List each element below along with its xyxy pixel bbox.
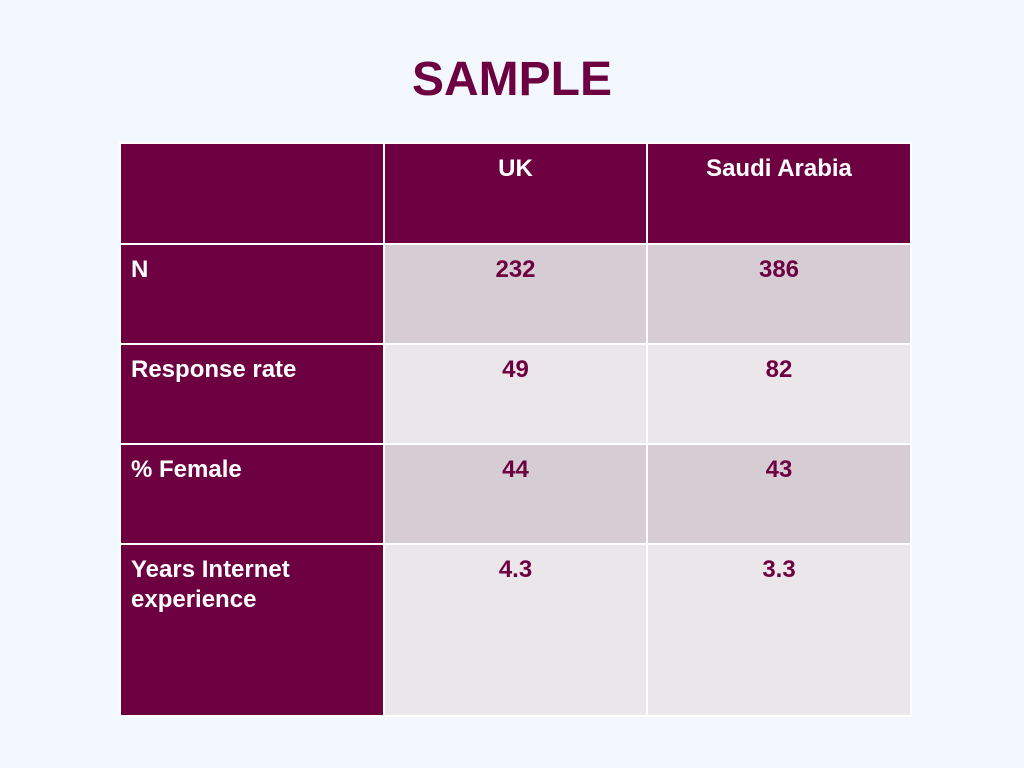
cell-uk: 4.3 [383,543,648,717]
table-row: N 232 386 [119,243,912,345]
table-row: Response rate 49 82 [119,343,912,445]
table-row: % Female 44 43 [119,443,912,545]
page-title: SAMPLE [411,53,612,106]
table-header-row: UK Saudi Arabia [119,142,912,245]
cell-uk: 49 [383,343,648,445]
sample-table: UK Saudi Arabia N 232 386 Response rate … [119,142,912,717]
cell-uk: 232 [383,243,648,345]
cell-saudi-arabia: 386 [646,243,912,345]
header-corner-cell [119,142,385,245]
row-label: N [119,243,385,345]
cell-saudi-arabia: 43 [646,443,912,545]
header-saudi-arabia: Saudi Arabia [646,142,912,245]
cell-saudi-arabia: 3.3 [646,543,912,717]
table-row: Years Internet experience 4.3 3.3 [119,543,912,717]
header-uk: UK [383,142,648,245]
row-label: Years Internet experience [119,543,385,717]
row-label: Response rate [119,343,385,445]
row-label: % Female [119,443,385,545]
cell-uk: 44 [383,443,648,545]
cell-saudi-arabia: 82 [646,343,912,445]
